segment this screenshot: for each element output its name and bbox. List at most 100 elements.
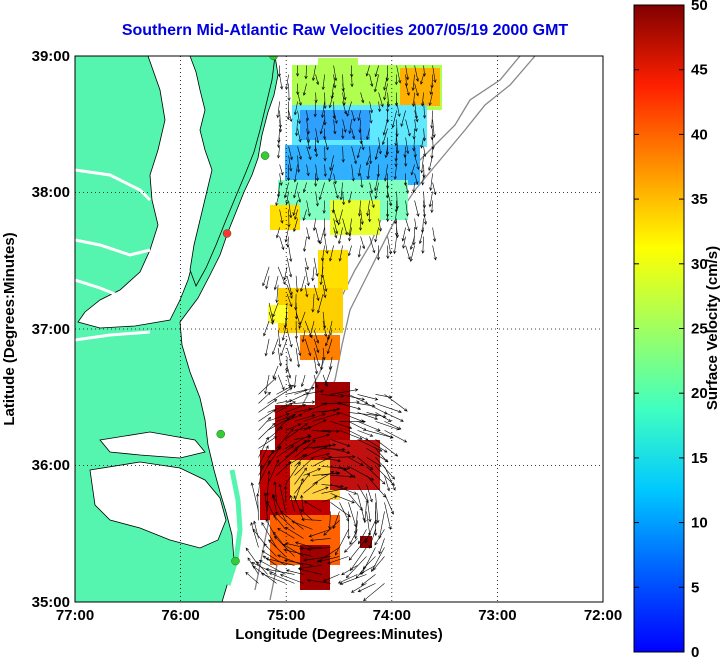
velocity-arrow [313, 356, 319, 375]
velocity-arrow [429, 83, 433, 96]
velocity-arrow [291, 520, 313, 530]
velocity-arrow [271, 338, 279, 355]
velocity-arrow [351, 110, 356, 122]
velocity-arrow [317, 293, 324, 314]
velocity-arrow [261, 550, 286, 566]
velocity-arrow [321, 101, 325, 119]
velocity-arrow [267, 426, 283, 440]
york-river [75, 278, 131, 302]
velocity-arrow [342, 101, 347, 115]
velocity-arrow [323, 520, 340, 536]
velocity-arrow [251, 562, 277, 575]
velocity-arrow [268, 572, 295, 584]
velocity-arrow [307, 547, 331, 551]
velocity-arrow [339, 403, 362, 411]
velocity-arrow [245, 547, 259, 566]
velocity-arrow [258, 416, 272, 431]
velocity-arrow [265, 557, 295, 566]
velocity-arrow [404, 155, 408, 167]
velocity-arrow [330, 448, 351, 454]
velocity-arrow [393, 209, 398, 225]
velocity-arrow [311, 293, 315, 313]
velocity-arrow [277, 554, 304, 566]
velocity-arrow [357, 245, 361, 258]
velocity-arrow [260, 573, 286, 584]
velocity-arrow [351, 164, 355, 182]
velocity-arrow [277, 347, 283, 367]
velocity-arrow [256, 493, 260, 521]
velocity-arrow [405, 119, 411, 137]
velocity-arrow [333, 227, 338, 239]
velocity-arrow [322, 374, 328, 388]
velocity-arrow [347, 245, 352, 257]
velocity-arrow [349, 529, 358, 545]
velocity-arrow [359, 565, 376, 575]
velocity-arrow [304, 284, 309, 298]
velocity-arrow [377, 101, 382, 113]
x-tick-label: 75:00 [267, 607, 305, 624]
velocity-arrow [285, 569, 304, 575]
velocity-arrow [375, 403, 402, 413]
velocity-arrow [306, 137, 311, 150]
velocity-arrow [294, 400, 316, 404]
velocity-arrow [360, 236, 366, 250]
velocity-arrow [286, 275, 293, 296]
velocity-arrow [297, 191, 302, 203]
velocity-arrow [400, 110, 406, 127]
velocity-arrow [309, 320, 315, 338]
velocity-arrow [428, 191, 433, 208]
velocity-arrows [245, 65, 437, 602]
velocity-arrow [300, 275, 306, 293]
velocity-arrow [313, 137, 318, 153]
velocity-arrow [319, 119, 325, 135]
velocity-arrow [313, 284, 320, 302]
velocity-arrow [276, 403, 293, 413]
velocity-arrow [422, 191, 426, 209]
velocity-arrow [414, 65, 420, 82]
velocity-arrow [311, 266, 315, 282]
velocity-arrow [305, 110, 310, 122]
velocity-arrow [423, 209, 428, 225]
velocity-arrow [383, 74, 388, 91]
velocity-arrow [304, 338, 312, 357]
velocity-field [260, 58, 442, 590]
velocity-arrow [276, 445, 295, 458]
velocity-arrow [357, 439, 383, 452]
velocity-arrow [375, 493, 380, 524]
velocity-arrow [405, 245, 411, 261]
velocity-arrow [420, 155, 424, 174]
velocity-arrow [304, 257, 309, 271]
velocity-arrow [346, 101, 352, 117]
velocity-arrow [294, 477, 304, 503]
velocity-arrow [258, 377, 277, 395]
velocity-arrow [321, 394, 345, 398]
x-tick-label: 74:00 [373, 607, 411, 624]
velocity-arrow [306, 227, 311, 240]
velocity-arrow [337, 209, 343, 226]
velocity-arrow [285, 392, 310, 404]
velocity-arrow [348, 466, 375, 481]
velocity-arrow [258, 459, 271, 485]
velocity-arrow [338, 245, 343, 262]
velocity-arrow [410, 164, 415, 176]
page-title: Southern Mid-Atlantic Raw Velocities 200… [121, 22, 569, 39]
velocity-arrow [412, 128, 416, 140]
y-axis: 39:00 38:00 37:00 36:00 35:00 Latitude (… [1, 48, 70, 611]
velocity-arrow [412, 227, 416, 246]
velocity-arrow [369, 110, 373, 124]
velocity-arrow [348, 493, 363, 511]
velocity-arrow [357, 484, 369, 504]
velocity-arrow [314, 173, 318, 187]
velocity-arrow [321, 495, 338, 503]
velocity-arrow [276, 385, 294, 395]
velocity-arrow [333, 74, 337, 89]
velocity-arrow [279, 173, 283, 186]
velocity-arrow [314, 92, 318, 104]
colorbar-tick-label: 15 [691, 450, 708, 467]
velocity-arrow [354, 520, 358, 540]
velocity-arrow [360, 92, 365, 104]
velocity-arrow [314, 146, 319, 158]
plot-border [74, 55, 604, 603]
velocity-arrow [403, 146, 407, 158]
velocity-arrow [303, 236, 307, 252]
